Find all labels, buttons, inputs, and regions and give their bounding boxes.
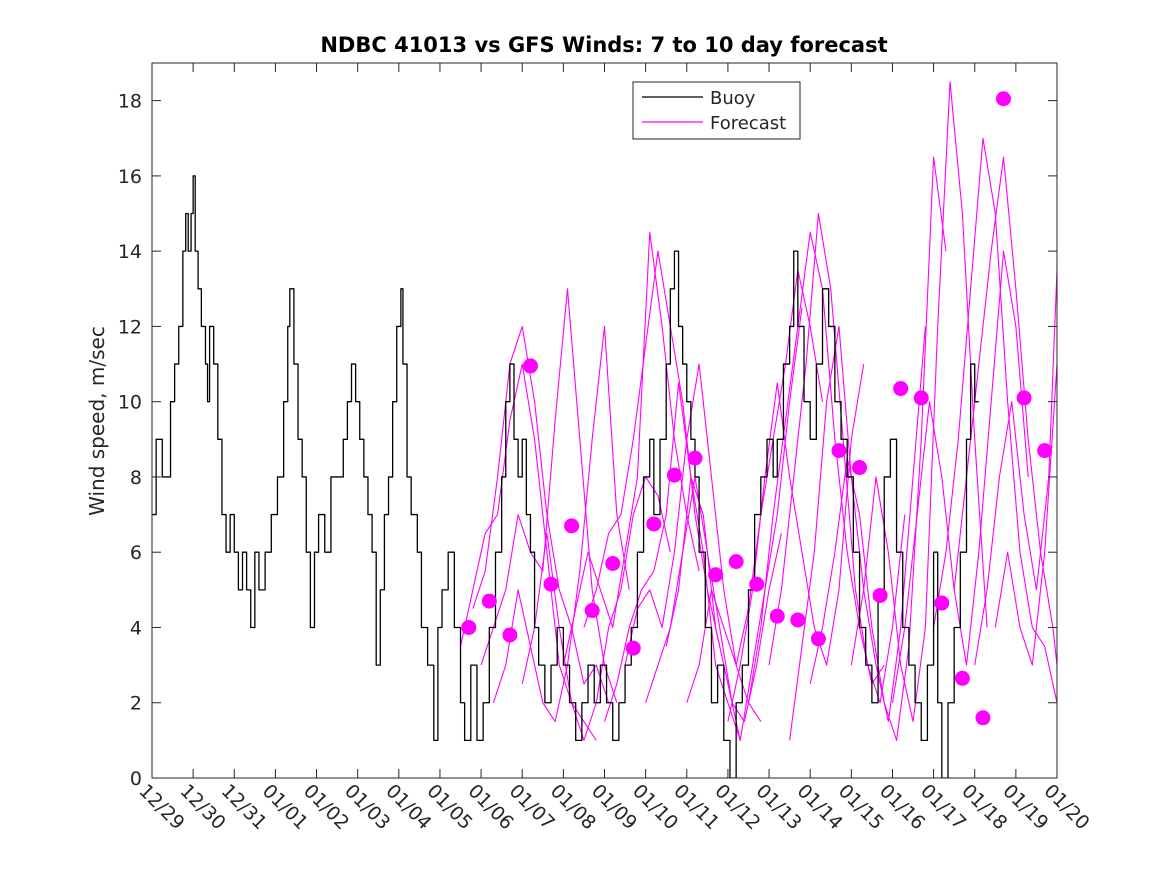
forecast-marker bbox=[625, 640, 641, 656]
forecast-series-line bbox=[994, 364, 1057, 666]
chart-title: NDBC 41013 vs GFS Winds: 7 to 10 day for… bbox=[320, 33, 887, 57]
forecast-marker bbox=[893, 381, 909, 397]
forecast-marker bbox=[790, 612, 806, 628]
y-tick-label: 4 bbox=[130, 617, 142, 639]
forecast-series-line bbox=[933, 137, 1057, 703]
forecast-marker bbox=[769, 608, 785, 624]
y-tick-label: 0 bbox=[130, 768, 142, 790]
forecast-marker bbox=[666, 467, 682, 483]
forecast-marker bbox=[728, 554, 744, 570]
forecast-series-line bbox=[492, 325, 630, 723]
forecast-series-line bbox=[480, 288, 618, 703]
forecast-series-line bbox=[459, 363, 597, 741]
series-layer bbox=[152, 81, 1057, 778]
forecast-marker bbox=[564, 518, 580, 534]
y-axis-label: Wind speed, m/sec bbox=[85, 326, 109, 516]
forecast-series-line bbox=[562, 231, 700, 666]
forecast-series-line bbox=[472, 325, 610, 703]
legend-forecast-label: Forecast bbox=[710, 113, 786, 134]
y-tick-label: 14 bbox=[118, 241, 142, 263]
legend-box bbox=[632, 81, 801, 140]
forecast-marker bbox=[975, 710, 991, 726]
forecast-series-line bbox=[953, 156, 1057, 666]
forecast-marker bbox=[831, 443, 847, 459]
legend-buoy-label: Buoy bbox=[710, 88, 756, 109]
forecast-marker bbox=[1037, 443, 1053, 459]
legend: Buoy Forecast bbox=[632, 81, 801, 140]
buoy-series-line bbox=[152, 175, 979, 778]
forecast-marker bbox=[461, 619, 477, 635]
forecast-series-line bbox=[850, 81, 988, 723]
forecast-marker bbox=[646, 516, 662, 532]
forecast-series-line bbox=[583, 250, 721, 647]
forecast-series-line bbox=[645, 476, 782, 723]
forecast-marker bbox=[584, 603, 600, 619]
forecast-series-line bbox=[727, 363, 865, 722]
forecast-marker bbox=[687, 450, 703, 466]
forecast-marker bbox=[810, 631, 826, 647]
forecast-marker bbox=[934, 595, 950, 611]
y-tick-label: 6 bbox=[130, 542, 142, 564]
forecast-series-line bbox=[665, 307, 803, 741]
y-tick-label: 12 bbox=[118, 316, 142, 338]
y-tick-label: 18 bbox=[118, 91, 142, 113]
forecast-marker bbox=[749, 576, 765, 592]
forecast-marker bbox=[481, 593, 497, 609]
y-tick-label: 8 bbox=[130, 467, 142, 489]
forecast-series-line bbox=[747, 231, 885, 703]
forecast-series-line bbox=[974, 269, 1057, 666]
forecast-marker bbox=[502, 627, 518, 643]
forecast-marker bbox=[708, 567, 724, 583]
forecast-marker bbox=[1016, 390, 1032, 406]
forecast-marker-layer bbox=[461, 91, 1053, 726]
forecast-marker bbox=[852, 460, 868, 476]
y-tick-label: 10 bbox=[118, 392, 142, 414]
forecast-marker bbox=[996, 91, 1012, 107]
forecast-marker bbox=[605, 556, 621, 571]
y-tick-label: 16 bbox=[118, 166, 142, 188]
forecast-marker bbox=[913, 390, 929, 406]
forecast-marker bbox=[872, 587, 888, 603]
forecast-series-line bbox=[624, 363, 762, 722]
forecast-marker bbox=[543, 576, 559, 592]
forecast-marker bbox=[522, 358, 538, 374]
forecast-marker bbox=[954, 670, 970, 686]
y-tick-label: 2 bbox=[130, 693, 142, 715]
